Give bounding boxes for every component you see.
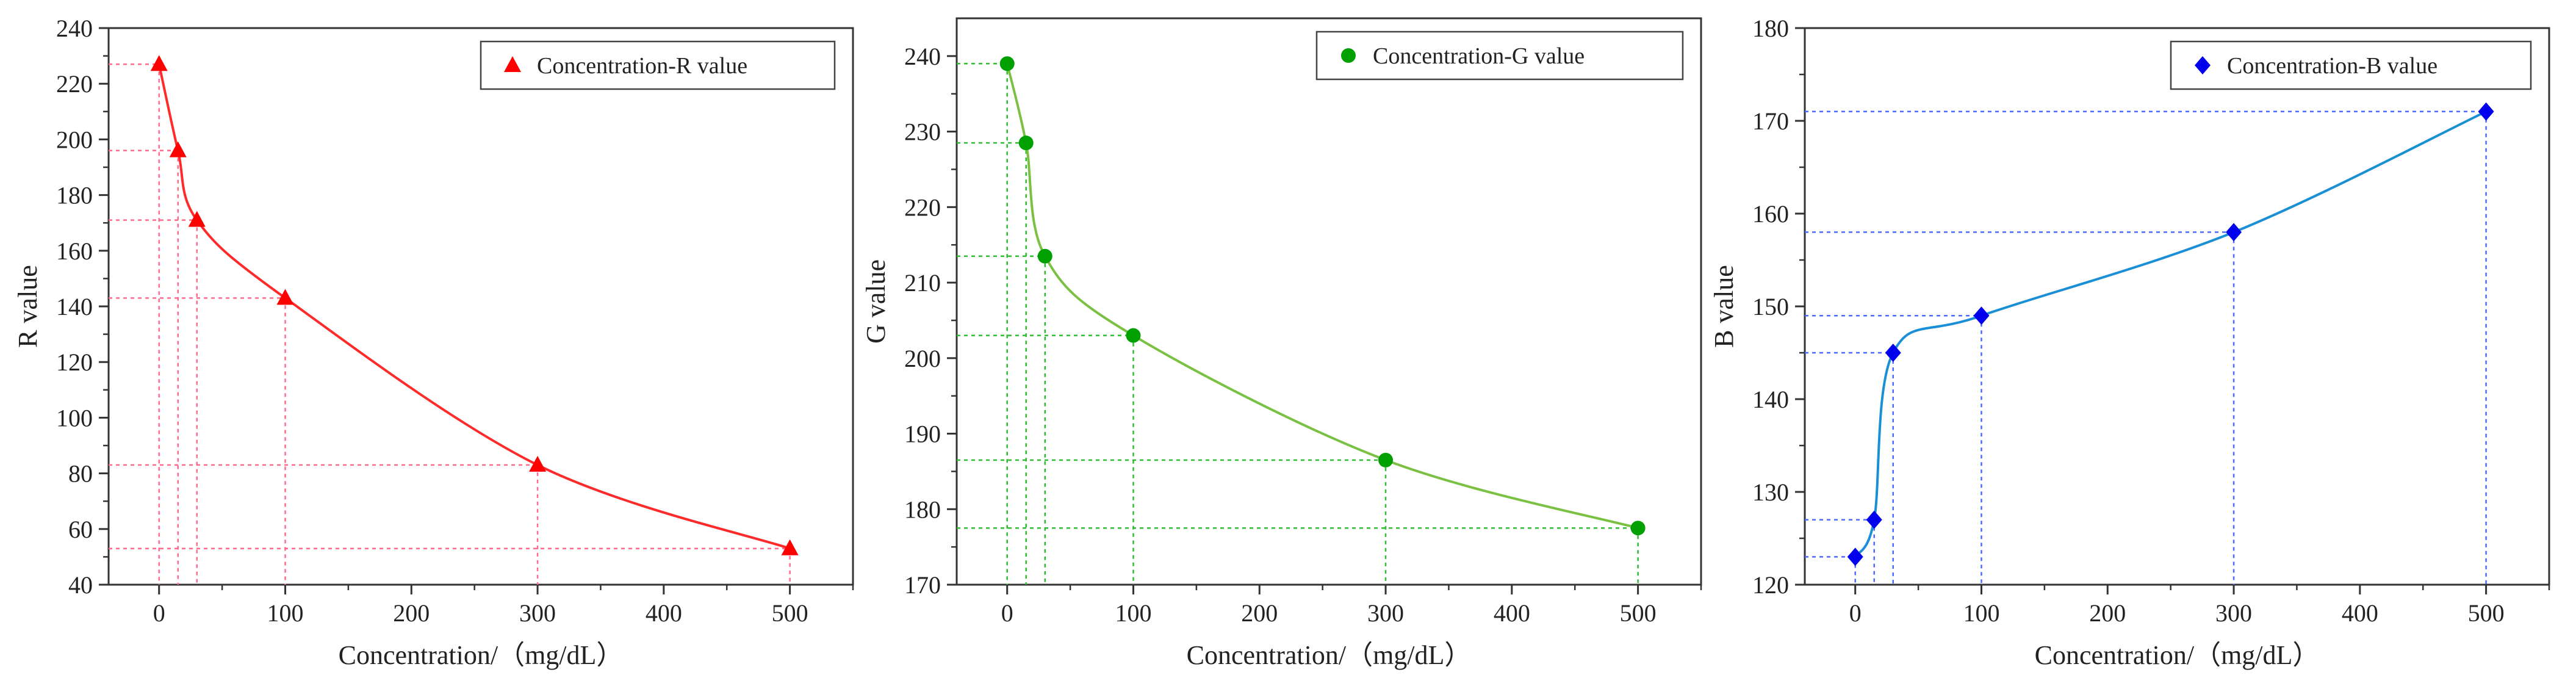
data-point	[1126, 328, 1141, 343]
legend-box	[1315, 31, 1684, 81]
g-value-chart: 0 100 200 300 400 500 170 180 190 200 210 220 230 240…	[861, 17, 1702, 670]
data-point	[1630, 521, 1646, 536]
data-point	[781, 539, 799, 555]
data-point	[1018, 135, 1034, 151]
data-point	[999, 56, 1015, 71]
data-point	[1847, 547, 1863, 566]
y-tick-label: 200	[904, 345, 941, 372]
y-tick-label: 100	[56, 404, 93, 431]
y-tick-label: 180	[56, 182, 93, 209]
y-tick-label: 240	[56, 15, 93, 42]
y-tick-label: 220	[56, 70, 93, 98]
y-tick-label: 170	[1752, 107, 1789, 135]
y-tick-label: 120	[1752, 571, 1789, 599]
x-tick-label: 0	[153, 599, 165, 627]
data-point	[1037, 248, 1052, 264]
y-tick-label: 210	[904, 269, 941, 297]
y-tick-label: 200	[56, 126, 93, 153]
x-axis-title: Concentration/（mg/dL）	[1187, 640, 1472, 670]
plot-frame	[955, 17, 1702, 586]
legend-label: Concentration-R value	[537, 53, 747, 79]
legend-label: Concentration-G value	[1373, 43, 1585, 69]
data-point	[150, 55, 168, 71]
data-point	[1866, 510, 1882, 529]
legend-marker	[504, 56, 521, 72]
x-tick-label: 500	[772, 599, 808, 627]
y-tick-label: 130	[1752, 478, 1789, 506]
x-tick-label: 500	[2468, 599, 2505, 627]
data-point	[169, 141, 187, 157]
y-tick-label: 190	[904, 421, 941, 448]
x-tick-label: 200	[1241, 599, 1278, 627]
x-axis-title: Concentration/（mg/dL）	[2035, 640, 2320, 670]
x-axis-title: Concentration/（mg/dL）	[339, 640, 624, 670]
fit-curve	[1854, 110, 2487, 558]
x-tick-label: 400	[646, 599, 682, 627]
y-tick-label: 80	[68, 460, 93, 488]
data-point	[529, 455, 547, 472]
legend-marker	[2195, 56, 2211, 74]
x-tick-label: 200	[2089, 599, 2126, 627]
r-value-chart: 0 100 200 300 400 500 40 60 80 100 120 140 160 180 200…	[13, 15, 854, 670]
x-tick-label: 300	[519, 599, 556, 627]
y-tick-label: 60	[68, 516, 93, 543]
y-tick-label: 160	[1752, 200, 1789, 228]
y-tick-label: 140	[56, 293, 93, 320]
data-point	[276, 289, 294, 305]
y-tick-label: 220	[904, 193, 941, 221]
b-value-chart: 0 100 200 300 400 500 120 130 140 150 160 170 180 Con…	[1709, 15, 2550, 670]
y-tick-label: 120	[56, 348, 93, 376]
data-point	[188, 211, 206, 227]
y-tick-label: 180	[904, 496, 941, 523]
legend-marker	[1341, 48, 1356, 63]
x-tick-label: 0	[1849, 599, 1862, 627]
x-tick-label: 300	[1367, 599, 1404, 627]
legend-box	[480, 40, 836, 90]
data-point	[1885, 344, 1901, 362]
legend-box	[2170, 40, 2532, 90]
y-tick-label: 140	[1752, 386, 1789, 413]
x-tick-label: 300	[2215, 599, 2252, 627]
y-tick-label: 240	[904, 43, 941, 70]
data-point	[1378, 452, 1394, 468]
x-tick-label: 0	[1001, 599, 1013, 627]
y-axis-title: R value	[13, 265, 43, 348]
y-tick-label: 160	[56, 237, 93, 265]
x-tick-label: 500	[1620, 599, 1657, 627]
fit-curve	[157, 63, 791, 550]
x-tick-label: 400	[1494, 599, 1530, 627]
y-tick-label: 230	[904, 118, 941, 146]
legend-label: Concentration-B value	[2227, 53, 2437, 79]
y-tick-label: 170	[904, 571, 941, 599]
fit-curve	[1006, 63, 1639, 530]
y-tick-label: 180	[1752, 15, 1789, 42]
y-tick-label: 150	[1752, 293, 1789, 320]
x-tick-label: 200	[393, 599, 430, 627]
x-tick-label: 100	[1963, 599, 1999, 627]
y-axis-title: B value	[1709, 265, 1739, 348]
y-axis-title: G value	[861, 259, 891, 344]
data-point	[1973, 306, 1990, 325]
y-tick-label: 40	[68, 571, 93, 599]
x-tick-label: 100	[1115, 599, 1151, 627]
plot-frame	[107, 27, 854, 586]
x-tick-label: 100	[267, 599, 303, 627]
data-point	[2226, 223, 2242, 242]
x-tick-label: 400	[2342, 599, 2378, 627]
data-point	[2478, 102, 2494, 121]
